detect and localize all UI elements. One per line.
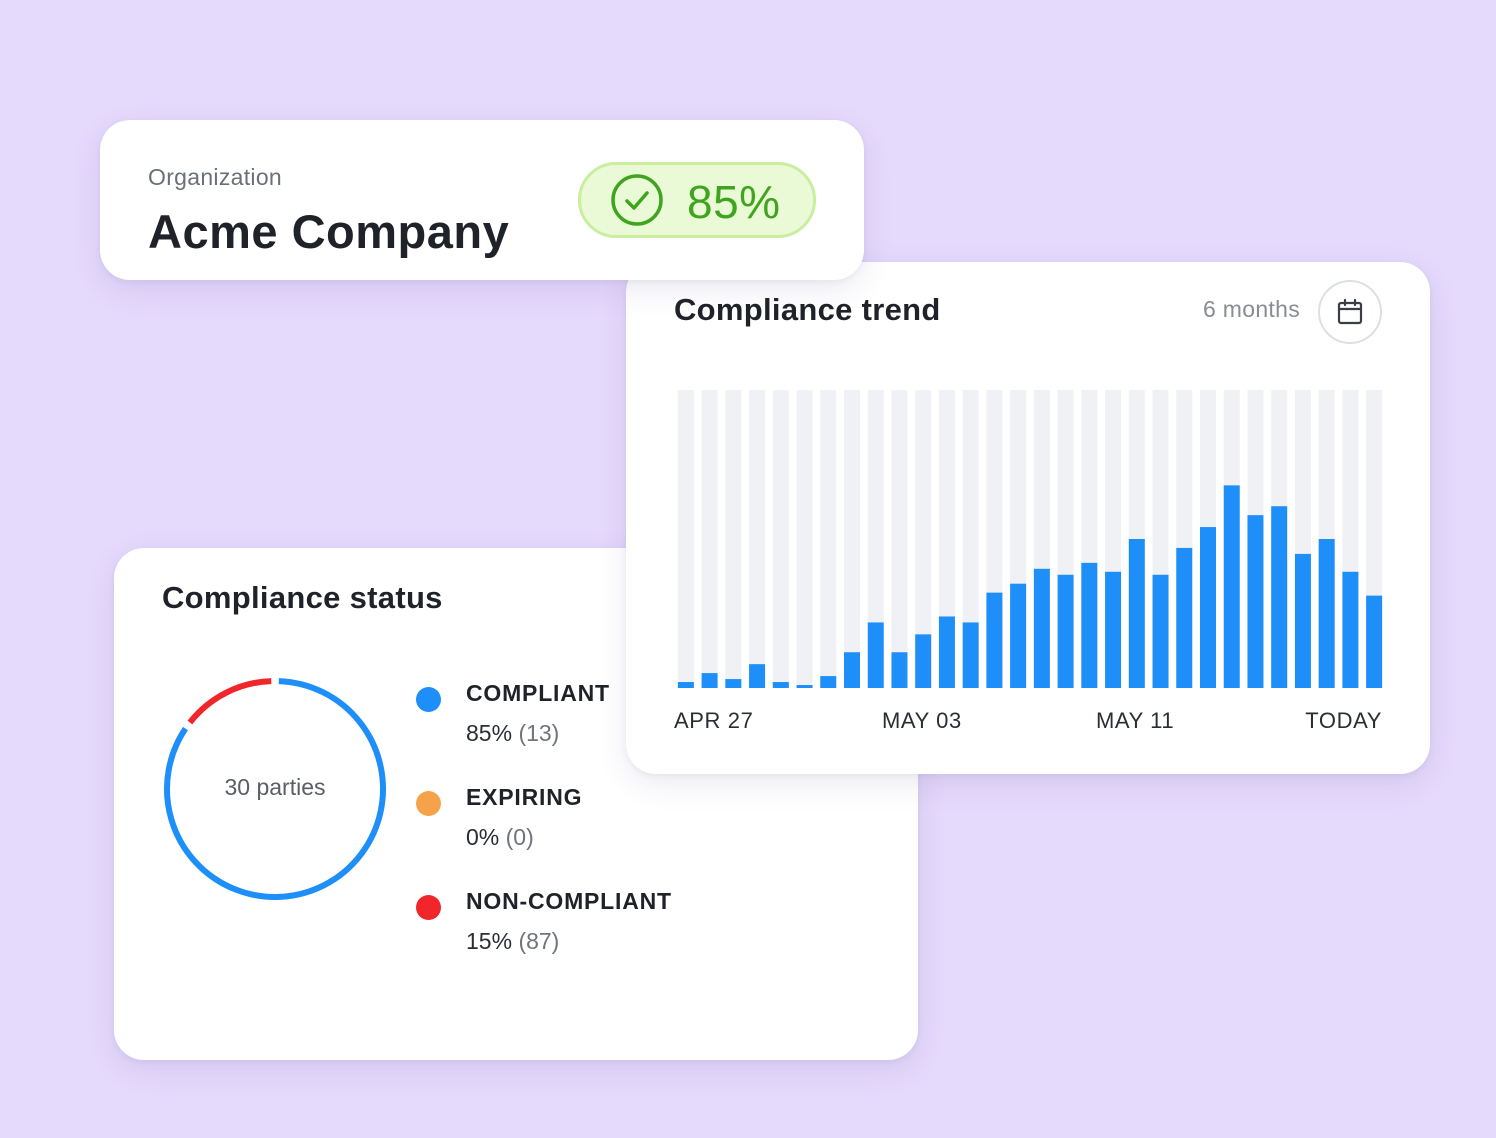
bar (1294, 553, 1311, 688)
compliance-donut-chart (164, 678, 386, 900)
legend-value: 15% (87) (466, 928, 559, 955)
legend-percent: 85% (466, 720, 513, 746)
bar (1318, 539, 1335, 688)
bar (915, 634, 932, 688)
compliance-trend-bar-chart (677, 390, 1383, 688)
legend-count: (87) (518, 928, 560, 954)
x-axis-label: MAY 03 (882, 708, 962, 733)
compliance-trend-title: Compliance trend (674, 292, 941, 327)
organization-card: Organization Acme Company 85% (100, 120, 864, 280)
legend-count: (13) (518, 720, 560, 746)
legend-value: 85% (13) (466, 720, 559, 747)
bar (1247, 515, 1264, 688)
legend-value: 0% (0) (466, 824, 534, 851)
bar (1152, 574, 1169, 688)
calendar-button[interactable] (1318, 280, 1382, 344)
bar-track (772, 390, 789, 688)
check-circle-icon (611, 174, 663, 226)
bar (772, 682, 789, 688)
bar (1223, 485, 1240, 688)
donut-segment-compliant (164, 678, 386, 900)
x-axis-label: APR 27 (674, 708, 754, 733)
legend-percent: 15% (466, 928, 513, 954)
legend-name: NON-COMPLIANT (466, 888, 672, 914)
bar (1057, 574, 1074, 688)
bar (867, 622, 884, 688)
bar (677, 682, 694, 688)
bar-track (915, 390, 932, 688)
calendar-icon (1337, 298, 1363, 325)
legend-count: (0) (505, 824, 534, 850)
donut-segment-non-compliant (187, 678, 272, 725)
legend-name: COMPLIANT (466, 680, 610, 706)
compliance-score-badge: 85% (578, 162, 816, 238)
bar-track (891, 390, 908, 688)
bar (1033, 568, 1050, 688)
bar (820, 676, 837, 688)
compliance-score-value: 85% (687, 176, 781, 228)
bar (796, 685, 813, 688)
legend-name: EXPIRING (466, 784, 583, 810)
bar (701, 673, 718, 688)
donut-total-label: 30 parties (224, 774, 326, 800)
bar (938, 616, 955, 688)
compliance-trend-card: Compliance trend 6 months APR 27 MAY 03 … (626, 262, 1430, 774)
bar-track (867, 390, 884, 688)
bar-track (749, 390, 766, 688)
bar (1176, 547, 1193, 688)
bar (1105, 571, 1122, 688)
bar (1128, 539, 1145, 688)
bar (891, 652, 908, 688)
bar-track (844, 390, 860, 688)
x-axis-label: TODAY (1305, 708, 1382, 733)
bar-track (677, 390, 694, 688)
legend-dot-expiring (416, 791, 441, 816)
bar-track (962, 390, 979, 688)
bar-track (701, 390, 718, 688)
legend-dot-non-compliant (416, 895, 441, 920)
bar (986, 592, 1003, 688)
bar (749, 664, 766, 688)
bar (1010, 583, 1027, 688)
bar-track (938, 390, 955, 688)
bar-track (796, 390, 813, 688)
bar (1342, 571, 1359, 688)
bar (1081, 562, 1098, 688)
bar (1200, 527, 1216, 688)
bar (844, 652, 860, 688)
x-axis-label: MAY 11 (1096, 708, 1175, 733)
bar (1366, 595, 1383, 688)
bar (962, 622, 979, 688)
legend-percent: 0% (466, 824, 500, 850)
legend-dot-compliant (416, 687, 441, 712)
compliance-status-title: Compliance status (162, 580, 443, 615)
organization-label: Organization (148, 164, 283, 190)
bar-track (725, 390, 742, 688)
bar-track (820, 390, 837, 688)
period-label: 6 months (1202, 296, 1300, 322)
organization-name: Acme Company (148, 205, 510, 258)
bar (725, 679, 742, 688)
bar (1271, 506, 1288, 688)
